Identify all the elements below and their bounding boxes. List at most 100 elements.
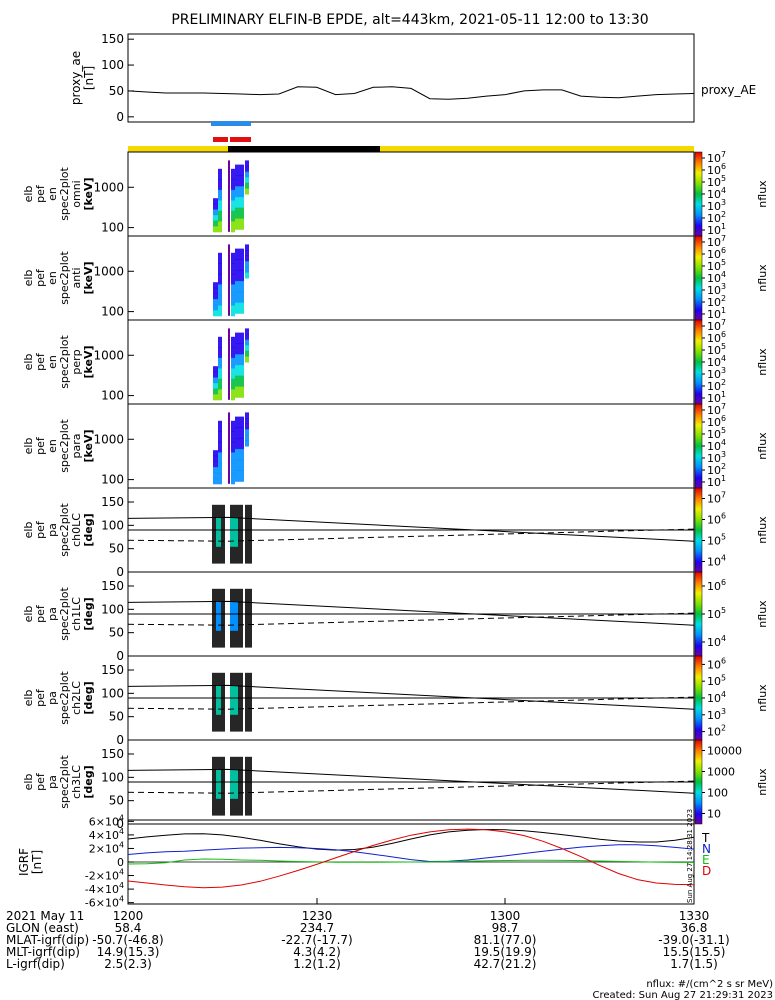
panel-ch3LC-ytick-3: 150 [101, 747, 124, 761]
panel-ch2LC-ylabel-5: [deg] [82, 681, 95, 714]
panel-ch0LC-ytick-0: 0 [116, 565, 124, 579]
igrf-ytick-5: 4×104 [89, 827, 124, 842]
panel-ch0LC-ylabel-3: spec2plot [58, 503, 71, 557]
time-axis-col3-row1: 36.8 [681, 921, 708, 935]
panel-ch2LC-ylabel-2: pa [46, 691, 59, 705]
panel-anti-ylabel-5: [keV] [82, 261, 95, 294]
panel-ch0LC-ylabel-1: pef [34, 520, 47, 539]
panel-ch0LC-ylabel-4: ch0LC [70, 513, 83, 547]
panel-perp-ylabel-5: [keV] [82, 345, 95, 378]
time-axis-col1-row4: 1.2(1.2) [293, 957, 341, 971]
proxy-ae-panel: 0 50 100 150 proxy_ae [nT] proxy_AE [69, 32, 756, 124]
panel-ch0LC-ytick-2: 100 [101, 518, 124, 532]
proxy-ae-line [127, 86, 695, 100]
colorbar-ch1LC-label: nflux [756, 600, 769, 628]
colorbar-ch3LC-tick-3: 10000 [707, 745, 742, 758]
panel-omni-ylabel-0: elb [22, 186, 35, 203]
time-axis-col3-row2: -39.0(-31.1) [658, 933, 729, 947]
red-marker-bar-2 [230, 137, 251, 142]
proxy-ae-ylabel-2: [nT] [82, 66, 96, 90]
footer-created: Created: Sun Aug 27 21:29:31 2023 [593, 990, 773, 1000]
colorbar-omni-label: nflux [756, 180, 769, 208]
panel-ch1LC-ylabel-3: spec2plot [58, 587, 71, 641]
blue-marker-bar [211, 121, 251, 126]
panel-anti-ylabel-0: elb [22, 270, 35, 287]
time-axis-rowlabel-2: MLAT-igrf(dip) [6, 933, 89, 947]
panel-ch3LC-ytick-1: 50 [109, 794, 124, 808]
igrf-stamp: Sun Aug 27 14:28:31 2023 [686, 809, 694, 903]
colorbar-ch2LC-label: nflux [756, 684, 769, 712]
time-axis-col0-row3: 14.9(15.3) [97, 945, 160, 959]
panel-perp-ylabel-0: elb [22, 354, 35, 371]
spectrogram-panel-ch0LC: 0 50 100 150 elb pef pa spec2plot ch0LC [deg] 104 1… [22, 487, 769, 579]
panel-ch2LC-ylabel-3: spec2plot [58, 671, 71, 725]
time-axis-col2-row4: 42.7(21.2) [474, 957, 537, 971]
colorbar-ch2LC-tick-2: 104 [707, 690, 726, 705]
panel-ch2LC-ytick-2: 100 [101, 686, 124, 700]
panel-ch0LC-ylabel-0: elb [22, 522, 35, 539]
panel-ch3LC-ylabel-5: [deg] [82, 765, 95, 798]
panel-ch3LC-ylabel-1: pef [34, 772, 47, 791]
colorbar-ch1LC-tick-2: 106 [707, 578, 726, 593]
panel-omni-ytick-0: 100 [101, 221, 124, 235]
igrf-ylabel-1: IGRF [17, 848, 31, 876]
panel-ch3LC-ylabel-0: elb [22, 774, 35, 791]
panel-perp-ytick-1: 1000 [93, 348, 124, 362]
panel-omni-ylabel-2: en [46, 187, 59, 201]
colorbar-ch1LC-tick-0: 104 [707, 634, 726, 649]
panel-ch1LC-ytick-1: 50 [109, 626, 124, 640]
panel-perp-ylabel-1: pef [34, 352, 47, 371]
time-axis-rowlabel-4: L-igrf(dip) [6, 957, 65, 971]
colorbar-ch0LC-tick-0: 104 [707, 554, 726, 569]
colorbar-ch0LC-tick-3: 107 [707, 491, 726, 506]
panel-ch0LC-ylabel-2: pa [46, 523, 59, 537]
igrf-legend-E: E [702, 853, 710, 867]
time-axis-rowlabel-1: GLON (east) [6, 921, 79, 935]
proxy-ae-ylabel-1: proxy_ae [69, 51, 83, 105]
panel-anti-ytick-0: 100 [101, 305, 124, 319]
colorbar-ch0LC-label: nflux [756, 516, 769, 544]
time-axis-col1-row2: -22.7(-17.7) [281, 933, 352, 947]
panel-ch3LC-ytick-0: 0 [116, 817, 124, 831]
panel-ch3LC-ylabel-4: ch3LC [70, 765, 83, 799]
time-axis-col0-row1: 58.4 [115, 921, 142, 935]
figure-title: PRELIMINARY ELFIN-B EPDE, alt=443km, 202… [171, 12, 648, 28]
panel-ch1LC-ylabel-0: elb [22, 606, 35, 623]
panel-para-ytick-1: 1000 [93, 432, 124, 446]
igrf-ytick-1: -4×104 [85, 881, 124, 896]
panel-para-ylabel-2: en [46, 439, 59, 453]
panel-ch0LC-ytick-1: 50 [109, 542, 124, 556]
panel-ch2LC-ylabel-1: pef [34, 688, 47, 707]
panel-anti-ylabel-1: pef [34, 268, 47, 287]
panel-omni-ylabel-1: pef [34, 184, 47, 203]
time-axis-col2-row1: 98.7 [492, 921, 519, 935]
igrf-legend-N: N [702, 842, 711, 856]
panel-ch0LC-ytick-3: 150 [101, 495, 124, 509]
colorbar-ch3LC-label: nflux [756, 768, 769, 796]
colorbar-omni [694, 151, 703, 237]
colorbar-anti [694, 235, 703, 321]
panel-ch3LC-ylabel-3: spec2plot [58, 755, 71, 809]
panel-ch1LC-ylabel-5: [deg] [82, 597, 95, 630]
colorbar-ch0LC-tick-1: 105 [707, 533, 726, 548]
time-axis-rowlabel-3: MLT-igrf(dip) [6, 945, 80, 959]
panel-omni-ylabel-4: omni [70, 180, 83, 207]
panel-perp-ylabel-2: en [46, 355, 59, 369]
panel-anti-ylabel-2: en [46, 271, 59, 285]
panel-ch1LC-ylabel-4: ch1LC [70, 597, 83, 631]
colorbar-ch3LC-tick-1: 100 [707, 787, 728, 800]
colorbar-ch1LC [694, 571, 703, 657]
colorbar-ch1LC-tick-1: 105 [707, 606, 726, 621]
colorbar-ch3LC [694, 739, 703, 825]
panel-ch3LC-ylabel-2: pa [46, 775, 59, 789]
panel-ch2LC-ytick-0: 0 [116, 733, 124, 747]
panel-anti-ylabel-3: spec2plot [58, 251, 71, 305]
yellow-orbit-bar [128, 146, 694, 152]
panel-anti-ytick-1: 1000 [93, 264, 124, 278]
igrf-ytick-3: 0 [117, 856, 124, 869]
